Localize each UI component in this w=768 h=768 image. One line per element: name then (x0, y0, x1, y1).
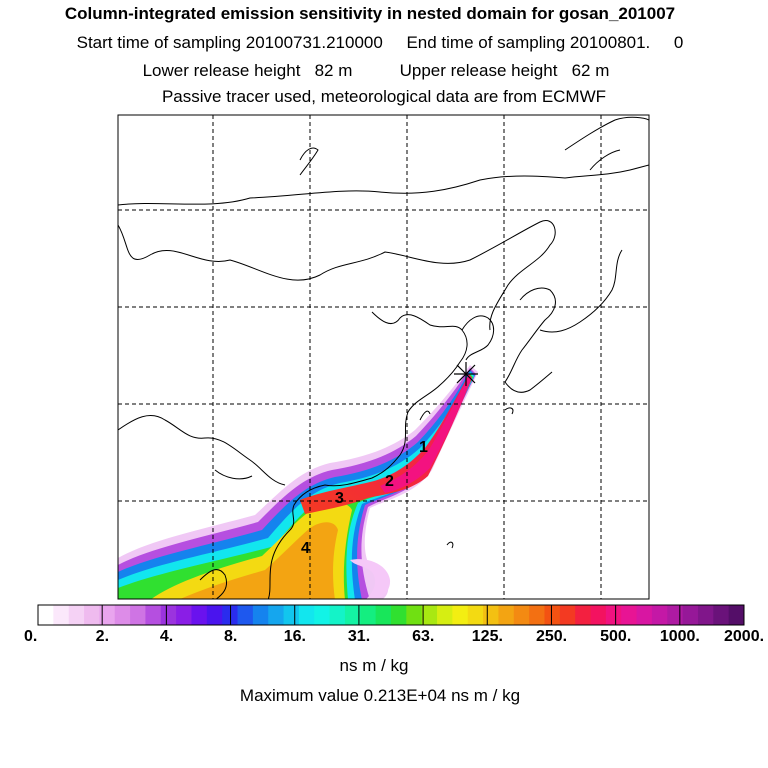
colorbar-tick-label: 500. (600, 628, 632, 645)
plot-title: Column-integrated emission sensitivity i… (64, 4, 676, 23)
colorbar-swatch (713, 605, 730, 625)
colorbar-swatch (191, 605, 208, 625)
colorbar-swatch (421, 605, 438, 625)
colorbar-swatch (667, 605, 684, 625)
colorbar-swatch (298, 605, 315, 625)
trajectory-label-1: 1 (419, 439, 428, 456)
colorbar-swatch (360, 605, 377, 625)
colorbar-swatch (237, 605, 254, 625)
colorbar-tick-label: 2000. (724, 628, 765, 645)
colorbar-swatch (605, 605, 622, 625)
colorbar-tick-label: 0. (24, 628, 38, 645)
colorbar-tick-label: 250. (535, 628, 568, 645)
colorbar-tick-label: 16. (283, 628, 306, 645)
colorbar-swatch (375, 605, 392, 625)
lat-lon-grid (118, 115, 649, 599)
colorbar-tick-label: 4. (159, 628, 174, 645)
colorbar-swatch (206, 605, 223, 625)
colorbar-swatch (406, 605, 423, 625)
colorbar-swatch (498, 605, 515, 625)
colorbar-swatch (130, 605, 146, 625)
colorbar-swatch (483, 605, 499, 625)
colorbar-tick-label: 2. (95, 628, 110, 645)
colorbar-swatch (621, 605, 638, 625)
colorbar-swatch (544, 605, 561, 625)
colorbar-swatch (145, 605, 162, 625)
trajectory-label-3: 3 (335, 490, 344, 507)
colorbar-swatch (728, 605, 745, 625)
colorbar-swatch (513, 605, 530, 625)
trajectory-label-4: 4 (301, 540, 310, 557)
colorbar-tick-label: 8. (224, 628, 238, 645)
map-area: 1 2 3 4 (118, 115, 649, 599)
colorbar-swatch (590, 605, 607, 625)
colorbar-swatch (682, 605, 699, 625)
colorbar-swatch (314, 605, 331, 625)
trajectory-label-2: 2 (385, 473, 394, 490)
maximum-value-text: Maximum value 0.213E+04 ns m / kg (239, 686, 521, 705)
coastlines (118, 116, 649, 599)
star-icon (454, 362, 478, 386)
sampling-time-line: Start time of sampling 20100731.210000 E… (76, 33, 684, 52)
colorbar-frame (37, 604, 745, 626)
colorbar-swatch (252, 605, 269, 625)
colorbar-swatch (344, 605, 361, 625)
colorbar-swatch (467, 605, 484, 625)
colorbar-swatch (160, 605, 177, 625)
emission-sensitivity-field (118, 365, 478, 599)
colorbar-tick-label: 63. (412, 628, 435, 645)
colorbar-swatch (559, 605, 576, 625)
colorbar-swatch (176, 605, 192, 625)
colorbar-swatch (99, 605, 116, 625)
colorbar-swatch (114, 605, 131, 625)
colorbar-swatch (283, 605, 300, 625)
colorbar-swatch (697, 605, 714, 625)
tracer-info-line: Passive tracer used, meteorological data… (161, 87, 607, 106)
release-height-line: Lower release height 82 m Upper release … (142, 61, 610, 80)
colorbar-tick-label: 125. (471, 628, 503, 645)
colorbar-swatch (84, 605, 100, 625)
colorbar-swatch (529, 605, 545, 625)
colorbar-tick-label: 31. (347, 628, 371, 645)
colorbar-swatch (575, 605, 592, 625)
colorbar-swatch (651, 605, 668, 625)
colorbar-swatch (452, 605, 469, 625)
colorbar-swatch (391, 605, 407, 625)
colorbar (38, 605, 745, 625)
colorbar-swatch (53, 605, 70, 625)
colorbar-swatch (437, 605, 453, 625)
colorbar-swatch (636, 605, 653, 625)
colorbar-swatch (329, 605, 346, 625)
map-frame (117, 114, 650, 600)
colorbar-units: ns m / kg (339, 656, 409, 675)
colorbar-swatch (268, 605, 285, 625)
colorbar-swatch (68, 605, 85, 625)
colorbar-swatch (38, 605, 54, 625)
colorbar-tick-label: 1000. (659, 628, 700, 645)
